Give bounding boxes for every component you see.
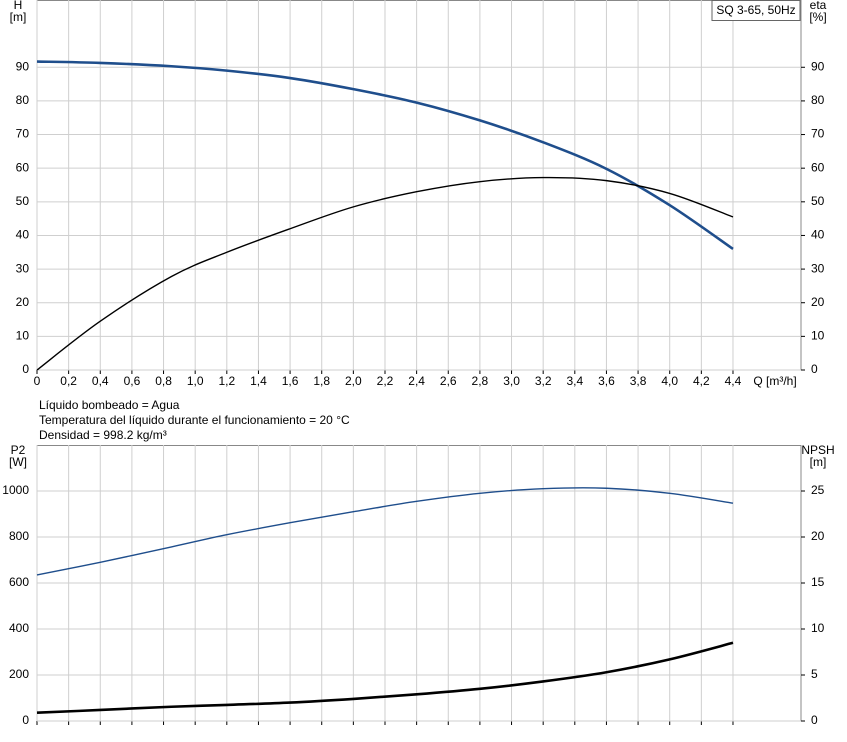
chart-title: SQ 3-65, 50Hz [716, 3, 795, 17]
y-tick-label: 20 [16, 295, 30, 309]
y-tick-label: 80 [16, 93, 30, 107]
x-tick-label: 1,8 [313, 374, 330, 388]
x-tick-label: 4,4 [725, 374, 742, 388]
y2-tick-label: 60 [811, 160, 825, 174]
y2-tick-label: 10 [811, 329, 825, 343]
y2-axis-label: NPSH [801, 443, 834, 457]
y2-tick-label: 5 [811, 667, 818, 681]
curve [36, 487, 734, 576]
y-tick-label: 600 [9, 575, 29, 589]
x-tick-label: 3,0 [503, 374, 520, 388]
curve [36, 641, 734, 715]
note: Temperatura del líquido durante el funci… [39, 413, 350, 427]
curve [36, 176, 734, 371]
x-tick-label: 3,2 [535, 374, 552, 388]
x-tick-label: 3,4 [566, 374, 583, 388]
y2-tick-label: 25 [811, 483, 825, 497]
x-tick-label: 1,6 [282, 374, 299, 388]
y-tick-label: 200 [9, 667, 29, 681]
y2-tick-label: 90 [811, 59, 825, 73]
x-tick-label: 0 [34, 374, 41, 388]
x-tick-label: 1,4 [250, 374, 267, 388]
x-tick-label: 2,2 [377, 374, 394, 388]
y2-tick-label: 20 [811, 529, 825, 543]
x-tick-label: 1,0 [187, 374, 204, 388]
y2-axis-label: eta [810, 0, 827, 12]
x-tick-label: 4,0 [661, 374, 678, 388]
x-tick-label: 0,2 [60, 374, 77, 388]
y2-tick-label: 50 [811, 194, 825, 208]
x-tick-label: 1,2 [218, 374, 235, 388]
plot-frame [36, 0, 802, 371]
x-tick-label: 2,0 [345, 374, 362, 388]
y-tick-label: 40 [16, 228, 30, 242]
x-tick-label: 2,6 [440, 374, 457, 388]
note: Líquido bombeado = Agua [39, 398, 180, 412]
x-tick-label: 3,8 [630, 374, 647, 388]
y2-axis-label: [%] [809, 10, 826, 24]
y-tick-label: 0 [22, 362, 29, 376]
note: Densidad = 998.2 kg/m³ [39, 428, 167, 442]
y2-tick-label: 0 [811, 362, 818, 376]
y-tick-label: 90 [16, 59, 30, 73]
y2-tick-label: 10 [811, 621, 825, 635]
y-axis-label: [W] [9, 455, 27, 469]
x-tick-label: 0,6 [124, 374, 141, 388]
y2-tick-label: 30 [811, 261, 825, 275]
curve [36, 60, 734, 250]
y-tick-label: 1000 [2, 483, 29, 497]
y2-tick-label: 20 [811, 295, 825, 309]
y-tick-label: 70 [16, 127, 30, 141]
x-tick-label: 3,6 [598, 374, 615, 388]
y-axis-label: H [14, 0, 23, 12]
y-tick-label: 10 [16, 329, 30, 343]
x-tick-label: 2,4 [408, 374, 425, 388]
y2-axis-label: [m] [810, 455, 827, 469]
x-tick-label: 0,4 [92, 374, 109, 388]
y2-tick-label: 80 [811, 93, 825, 107]
y-tick-label: 30 [16, 261, 30, 275]
y2-tick-label: 70 [811, 127, 825, 141]
x-tick-label: 4,2 [693, 374, 710, 388]
y-tick-label: 800 [9, 529, 29, 543]
y2-tick-label: 0 [811, 713, 818, 727]
y-axis-label: P2 [11, 443, 26, 457]
y-tick-label: 0 [22, 713, 29, 727]
y-axis-label: [m] [10, 10, 27, 24]
x-tick-label: 2,8 [472, 374, 489, 388]
y-tick-label: 400 [9, 621, 29, 635]
y-tick-label: 50 [16, 194, 30, 208]
y2-tick-label: 40 [811, 228, 825, 242]
x-tick-label: 0,8 [155, 374, 172, 388]
title-box [711, 0, 801, 21]
x-axis-label: Q [m³/h] [753, 374, 796, 388]
y2-tick-label: 15 [811, 575, 825, 589]
y-tick-label: 60 [16, 160, 30, 174]
